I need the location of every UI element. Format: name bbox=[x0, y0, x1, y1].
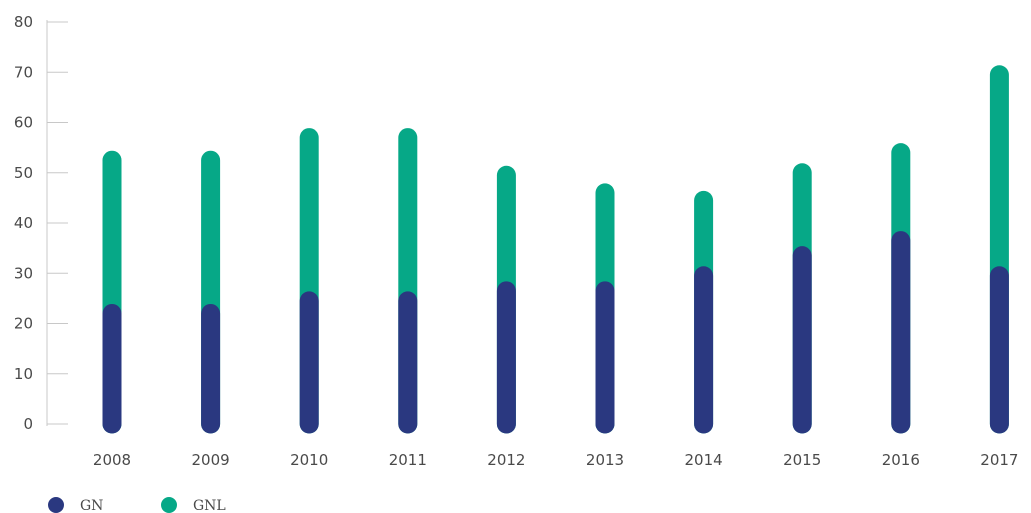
x-tick-label: 2009 bbox=[192, 451, 230, 469]
y-tick-label: 10 bbox=[14, 365, 33, 383]
bar-gn-2009 bbox=[201, 303, 221, 434]
y-tick-label: 70 bbox=[14, 63, 33, 81]
x-tick-label: 2015 bbox=[783, 451, 821, 469]
y-tick-label: 80 bbox=[14, 13, 33, 31]
bar-gn-2008 bbox=[102, 303, 122, 434]
x-tick-label: 2016 bbox=[882, 451, 920, 469]
y-tick-label: 30 bbox=[14, 264, 33, 282]
legend-swatch-gn bbox=[48, 497, 64, 513]
bars bbox=[102, 65, 1009, 434]
bar-gn-2013 bbox=[595, 281, 615, 434]
bar-gn-2015 bbox=[792, 246, 812, 434]
x-tick-label: 2010 bbox=[290, 451, 328, 469]
legend-swatch-gnl bbox=[161, 497, 177, 513]
y-axis-ticks: 0 10 20 30 40 50 60 70 80 bbox=[14, 13, 68, 433]
x-tick-label: 2014 bbox=[685, 451, 723, 469]
bar-gn-2014 bbox=[694, 266, 714, 434]
y-tick-label: 60 bbox=[14, 114, 33, 132]
legend-label-gnl: GNL bbox=[193, 498, 226, 513]
x-tick-label: 2012 bbox=[487, 451, 525, 469]
bar-gn-2011 bbox=[398, 291, 418, 434]
y-tick-label: 40 bbox=[14, 214, 33, 232]
y-tick-label: 0 bbox=[23, 415, 33, 433]
legend-label-gn: GN bbox=[80, 498, 103, 513]
bar-gn-2010 bbox=[299, 291, 319, 434]
y-tick-label: 20 bbox=[14, 315, 33, 333]
y-tick-label: 50 bbox=[14, 164, 33, 182]
legend: GN GNL bbox=[48, 497, 226, 513]
bar-gn-2012 bbox=[496, 281, 516, 434]
x-axis-labels: 2008 2009 2010 2011 2012 2013 2014 2015 2016 2017 bbox=[93, 451, 1019, 469]
bar-gn-2016 bbox=[891, 231, 911, 434]
x-tick-label: 2017 bbox=[980, 451, 1018, 469]
bar-gn-2017 bbox=[989, 266, 1009, 434]
x-tick-label: 2013 bbox=[586, 451, 624, 469]
x-tick-label: 2011 bbox=[389, 451, 427, 469]
x-tick-label: 2008 bbox=[93, 451, 131, 469]
